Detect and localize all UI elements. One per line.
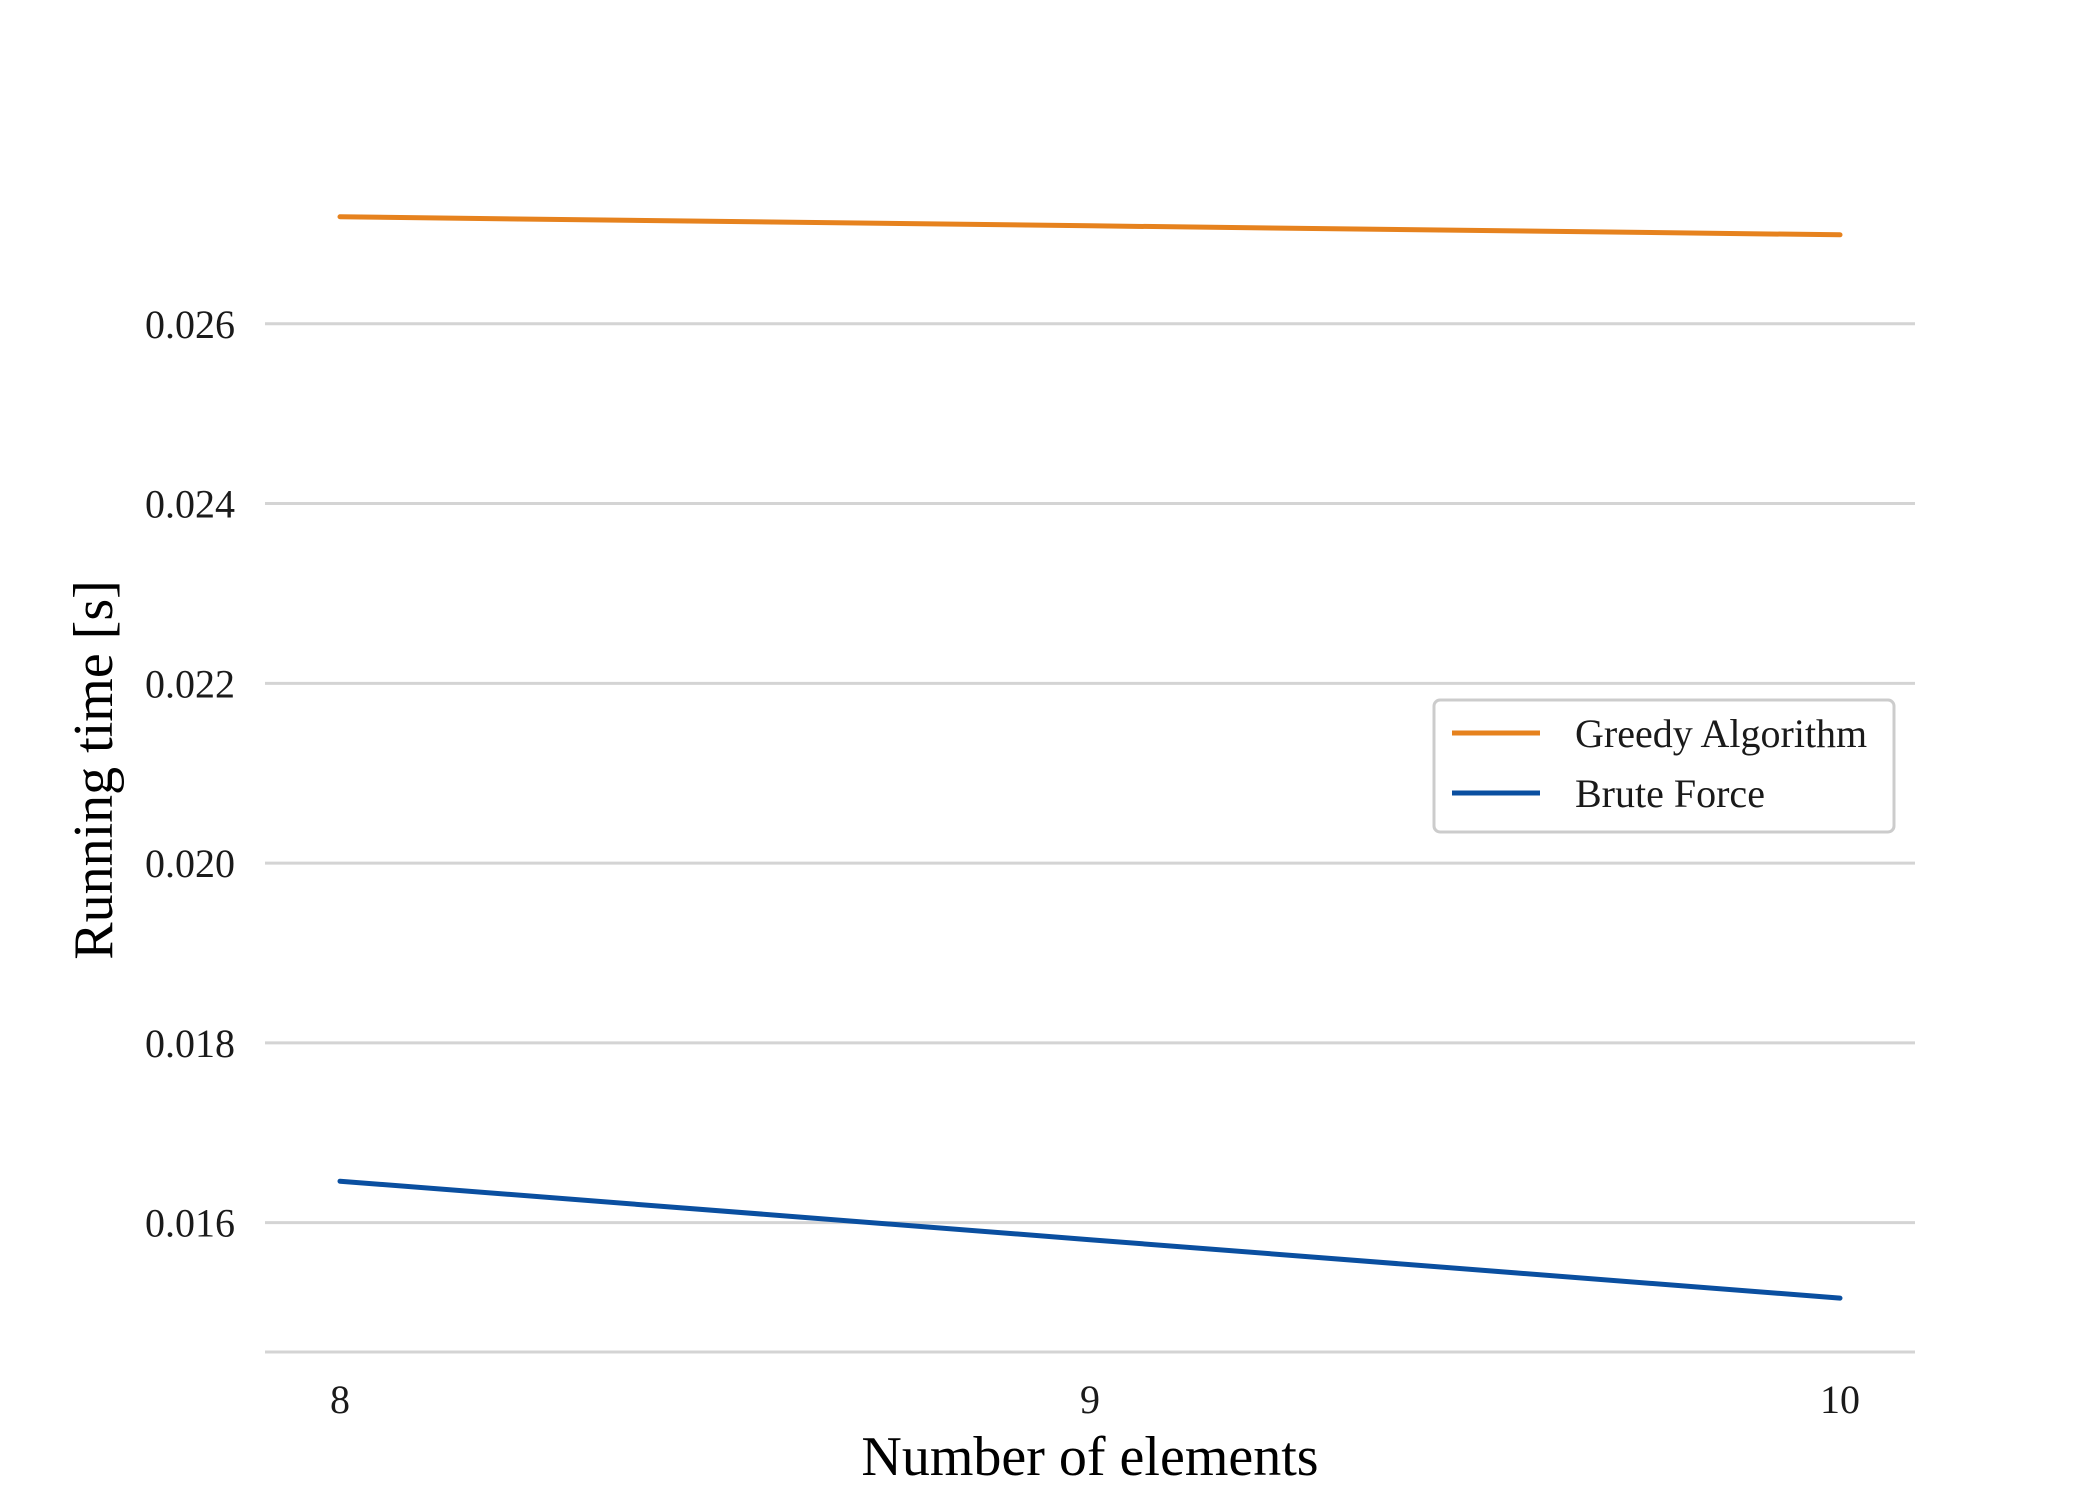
y-tick-label: 0.024 [145, 482, 235, 527]
y-tick-label: 0.016 [145, 1201, 235, 1246]
legend-entry: Brute Force [1575, 771, 1765, 816]
legend-box [1432, 698, 1896, 834]
y-tick-label: 0.020 [145, 841, 235, 886]
y-tick-labels: 0.016 0.018 0.020 0.022 0.024 0.026 [145, 302, 235, 1246]
x-tick-label: 10 [1820, 1377, 1860, 1422]
legend: Greedy Algorithm Brute Force [1432, 698, 1896, 834]
y-tick-label: 0.026 [145, 302, 235, 347]
series-lines [337, 214, 1843, 1301]
legend-entry: Greedy Algorithm [1575, 711, 1867, 756]
y-axis-label: Running time [s] [63, 580, 125, 960]
x-tick-label: 9 [1080, 1377, 1100, 1422]
y-tick-label: 0.022 [145, 661, 235, 706]
x-axis-label: Number of elements [861, 1426, 1318, 1488]
y-gridlines [265, 322, 1915, 1354]
y-tick-label: 0.018 [145, 1021, 235, 1066]
x-tick-labels: 8 9 10 [330, 1377, 1860, 1422]
x-tick-label: 8 [330, 1377, 350, 1422]
